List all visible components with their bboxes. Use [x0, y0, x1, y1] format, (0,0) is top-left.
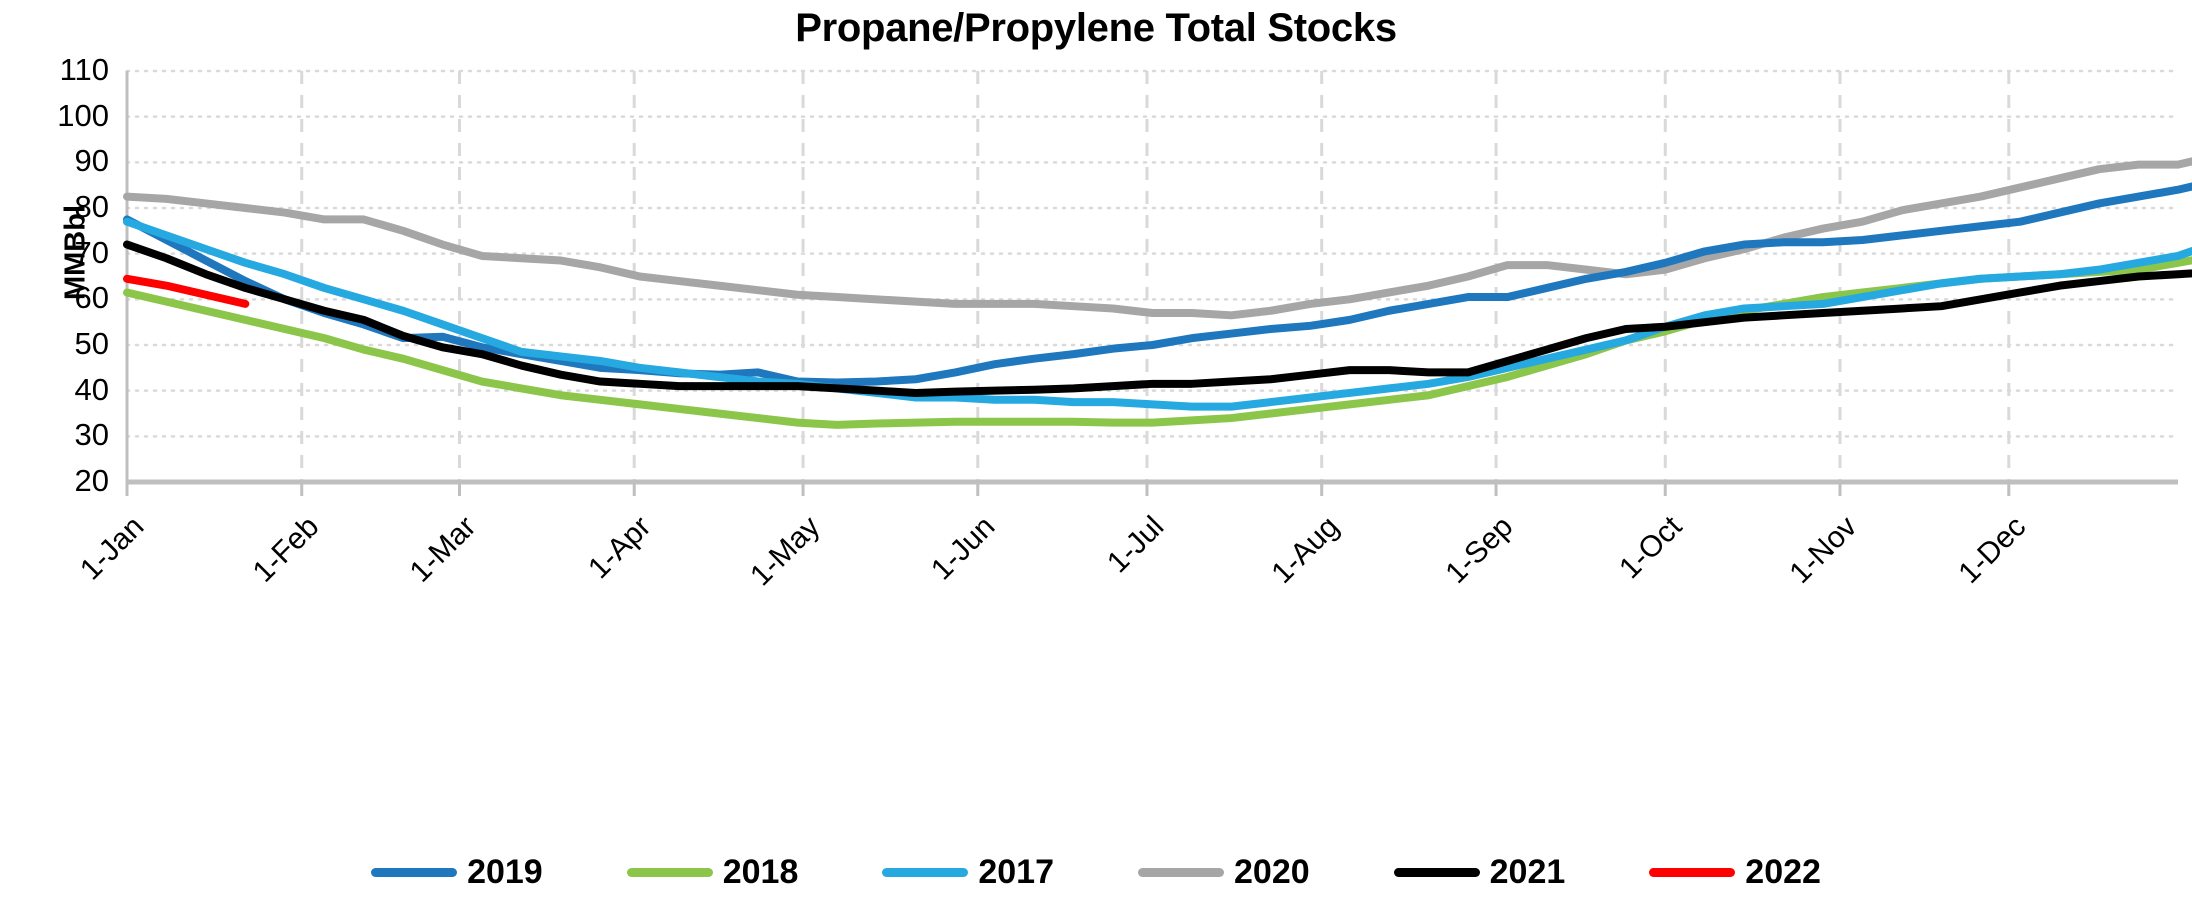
legend-item-2018[interactable]: 2018 — [626, 853, 799, 892]
legend-label: 2018 — [722, 853, 799, 891]
y-tick-label: 100 — [57, 97, 109, 133]
legend-item-2017[interactable]: 2017 — [882, 853, 1054, 892]
legend-item-2019[interactable]: 2019 — [371, 853, 543, 892]
y-tick-label: 50 — [74, 326, 109, 361]
y-tick-label: 20 — [74, 463, 109, 498]
series-line-2020 — [123, 157, 2192, 320]
y-tick-label: 40 — [74, 371, 109, 407]
y-tick-label: 90 — [74, 143, 109, 179]
legend-swatch-icon — [1138, 868, 1224, 877]
series-line-2017 — [123, 217, 2192, 411]
chart-title: Propane/Propylene Total Stocks — [795, 6, 1397, 50]
y-tick-label: 30 — [74, 417, 109, 453]
y-tick-label: 80 — [74, 189, 109, 224]
legend-item-2022[interactable]: 2022 — [1649, 853, 1821, 892]
chart-legend: 2019 2018 2017 2020 2021 2022 — [0, 853, 2192, 892]
legend-label: 2019 — [467, 853, 543, 891]
y-tick-label: 70 — [74, 234, 109, 270]
legend-swatch-icon — [626, 868, 713, 877]
legend-label: 2021 — [1489, 853, 1566, 891]
legend-item-2020[interactable]: 2020 — [1138, 853, 1310, 892]
legend-label: 2020 — [1234, 853, 1310, 891]
y-tick-label: 110 — [59, 52, 109, 87]
legend-swatch-icon — [371, 868, 458, 877]
y-tick-label: 60 — [74, 280, 109, 316]
legend-label: 2017 — [978, 853, 1054, 891]
series-line-2021 — [123, 240, 2192, 397]
legend-swatch-icon — [1393, 868, 1480, 877]
series-line-2022 — [123, 274, 250, 308]
legend-swatch-icon — [1649, 868, 1736, 877]
legend-item-2021[interactable]: 2021 — [1393, 853, 1566, 892]
legend-swatch-icon — [882, 868, 969, 877]
legend-label: 2022 — [1745, 853, 1821, 891]
